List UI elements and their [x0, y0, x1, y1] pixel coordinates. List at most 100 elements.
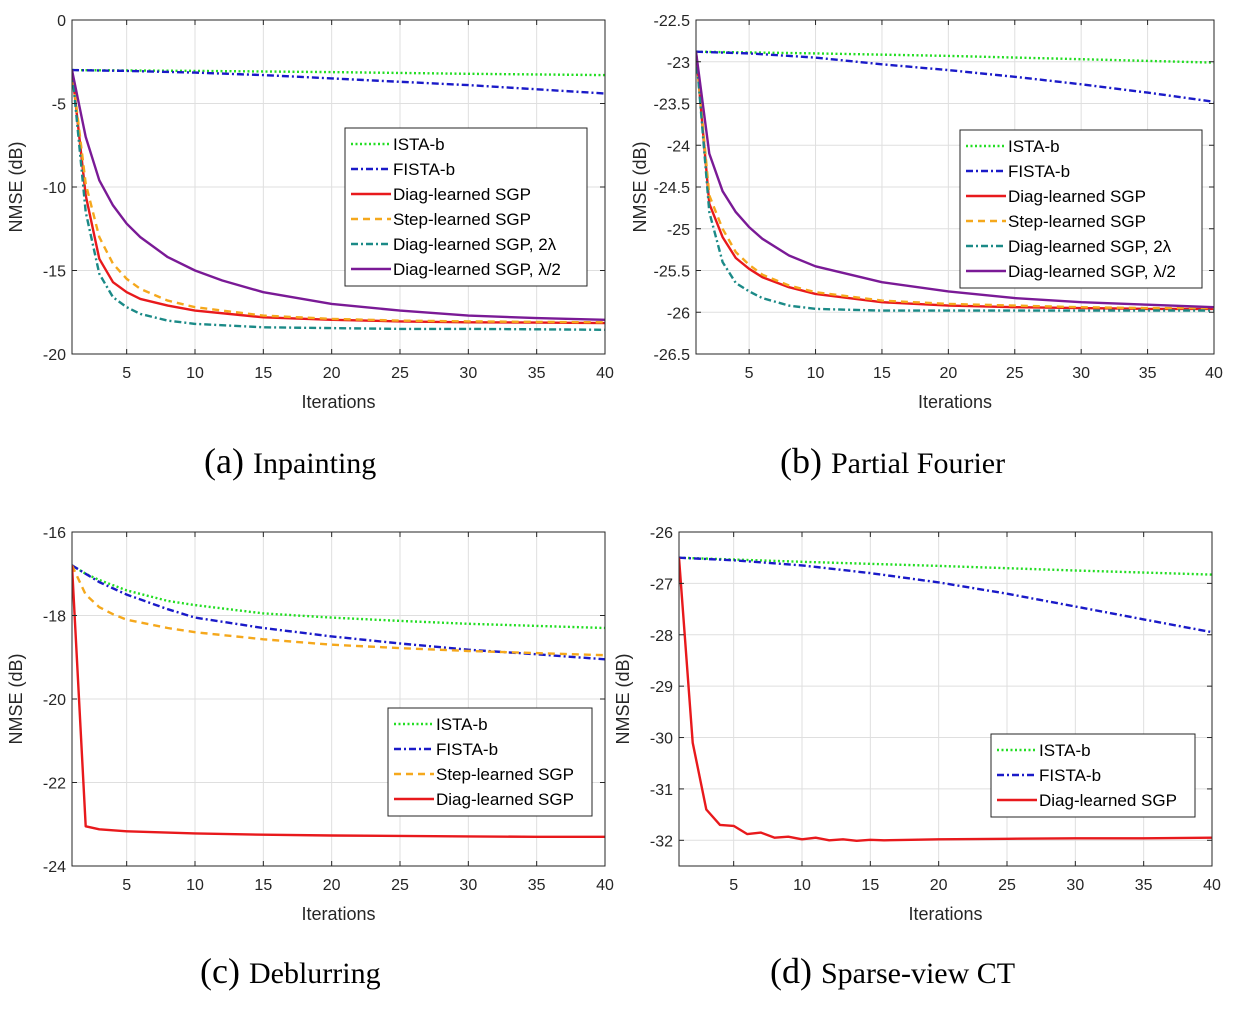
series-line-diag2	[72, 69, 605, 331]
series-line-step	[72, 69, 605, 324]
x-tick-label: 30	[459, 877, 477, 894]
x-tick-label: 40	[596, 877, 614, 894]
legend: ISTA-b FISTA-b Step-learned SGP Diag-learne…	[387, 707, 593, 817]
legend-entry-label: Step-learned SGP	[393, 210, 531, 229]
legend-entry-label: Step-learned SGP	[1008, 212, 1146, 231]
y-tick-label: -24	[43, 859, 66, 876]
caption-b-name: Partial Fourier	[830, 447, 1006, 480]
x-tick-label: 35	[1135, 877, 1153, 894]
axes-frame	[678, 531, 1213, 867]
x-tick-label: 35	[1139, 365, 1157, 382]
legend-entry-label: ISTA-b	[436, 715, 488, 734]
x-tick-label: 30	[459, 365, 477, 382]
x-tick-label: 20	[323, 365, 341, 382]
y-tick-label: -20	[43, 347, 66, 364]
y-tick-label: -29	[650, 679, 673, 696]
x-tick-label: 30	[1066, 877, 1084, 894]
legend-entry-label: FISTA-b	[393, 160, 455, 179]
y-axis-label: NMSE (dB)	[6, 653, 26, 744]
series-line-diag	[679, 557, 1212, 842]
series-line-step	[72, 564, 605, 657]
y-axis-label: NMSE (dB)	[6, 141, 26, 232]
legend-entry-label: Diag-learned SGP, 2λ	[393, 235, 557, 254]
legend: ISTA-b FISTA-b Diag-learned SGP	[990, 733, 1196, 818]
y-tick-label: -5	[52, 97, 66, 114]
series-line-ista	[72, 564, 605, 630]
x-tick-label: 20	[323, 877, 341, 894]
x-tick-label: 20	[930, 877, 948, 894]
y-tick-label: -25.5	[654, 264, 691, 281]
series-line-diag	[72, 565, 605, 838]
series-line-fista	[679, 556, 1212, 634]
legend: ISTA-b FISTA-b Diag-learned SGP Step-learne…	[959, 129, 1203, 289]
x-tick-label: 20	[939, 365, 957, 382]
chart-sparse-view-ct: 5 10 15 20 25 30 35 40 -26 -27 -28 -29 -30 -31 -32 Iter…	[613, 525, 1221, 924]
chart-partial-fourier: 5 10 15 20 25 30 35 40 -22.5 -23 -23.5 -24 -24.5 -25 -…	[630, 13, 1223, 412]
legend-entry-label: FISTA-b	[436, 740, 498, 759]
y-tick-label: -26.5	[654, 347, 691, 364]
x-axis-label: Iterations	[301, 392, 375, 412]
x-tick-label: 25	[391, 365, 409, 382]
x-tick-label: 10	[793, 877, 811, 894]
x-tick-label: 5	[729, 877, 738, 894]
y-tick-label: -22.5	[654, 13, 691, 30]
caption-b: (b) Partial Fourier	[780, 440, 1005, 482]
legend-box	[344, 127, 588, 287]
x-tick-label: 10	[186, 365, 204, 382]
legend-entry-label: ISTA-b	[1008, 137, 1060, 156]
y-tick-label: -25	[667, 222, 690, 239]
y-tick-label: -30	[650, 731, 673, 748]
x-axis-label: Iterations	[301, 904, 375, 924]
y-tick-label: -28	[650, 628, 673, 645]
y-tick-label: -18	[43, 609, 66, 626]
y-tick-label: -23.5	[654, 97, 691, 114]
caption-d-letter: (d)	[770, 951, 812, 991]
x-tick-label: 15	[873, 365, 891, 382]
legend-entry-label: FISTA-b	[1008, 162, 1070, 181]
y-tick-label: -20	[43, 692, 66, 709]
chart-deblurring: 5 10 15 20 25 30 35 40 -16 -18 -20 -22 -24 Iterations…	[6, 525, 614, 924]
legend-entry-label: ISTA-b	[1039, 741, 1091, 760]
y-tick-label: -16	[43, 525, 66, 542]
legend-entry-label: Diag-learned SGP	[1008, 187, 1146, 206]
series-line-diag2	[696, 51, 1214, 312]
legend-entry-label: Diag-learned SGP	[436, 790, 574, 809]
caption-a-name: Inpainting	[252, 447, 377, 480]
legend-entry-label: Diag-learned SGP, λ/2	[1008, 262, 1176, 281]
x-tick-label: 5	[122, 365, 131, 382]
caption-d-name: Sparse-view CT	[820, 957, 1016, 990]
y-tick-label: -24	[667, 138, 690, 155]
series-line-diaghalf	[696, 51, 1214, 309]
x-tick-label: 15	[254, 877, 272, 894]
x-tick-label: 25	[998, 877, 1016, 894]
caption-a: (a) Inpainting	[204, 440, 376, 482]
series-line-fista	[72, 68, 605, 95]
legend-entry-label: Diag-learned SGP, 2λ	[1008, 237, 1172, 256]
chart-inpainting: 5 10 15 20 25 30 35 40 0 -5 -10 -15 -20 Iterations NMS…	[6, 13, 614, 412]
caption-b-letter: (b)	[780, 441, 822, 481]
y-tick-label: 0	[57, 13, 66, 30]
x-tick-label: 35	[528, 877, 546, 894]
y-tick-label: -23	[667, 55, 690, 72]
y-tick-label: -22	[43, 776, 66, 793]
x-tick-label: 40	[596, 365, 614, 382]
series-line-step	[696, 51, 1214, 310]
y-tick-label: -32	[650, 833, 673, 850]
y-axis-label: NMSE (dB)	[630, 141, 650, 232]
legend-entry-label: ISTA-b	[393, 135, 445, 154]
legend-entry-label: Step-learned SGP	[436, 765, 574, 784]
legend-entry-label: FISTA-b	[1039, 766, 1101, 785]
x-tick-label: 30	[1072, 365, 1090, 382]
x-tick-label: 5	[745, 365, 754, 382]
series-line-fista	[696, 50, 1214, 103]
x-tick-label: 15	[254, 365, 272, 382]
y-tick-label: -26	[650, 525, 673, 542]
x-tick-label: 25	[391, 877, 409, 894]
legend-entry-label: Diag-learned SGP	[393, 185, 531, 204]
y-axis-label: NMSE (dB)	[613, 653, 633, 744]
x-tick-label: 5	[122, 877, 131, 894]
y-tick-label: -27	[650, 576, 673, 593]
y-tick-label: -31	[650, 782, 673, 799]
legend-entry-label: Diag-learned SGP, λ/2	[393, 260, 561, 279]
